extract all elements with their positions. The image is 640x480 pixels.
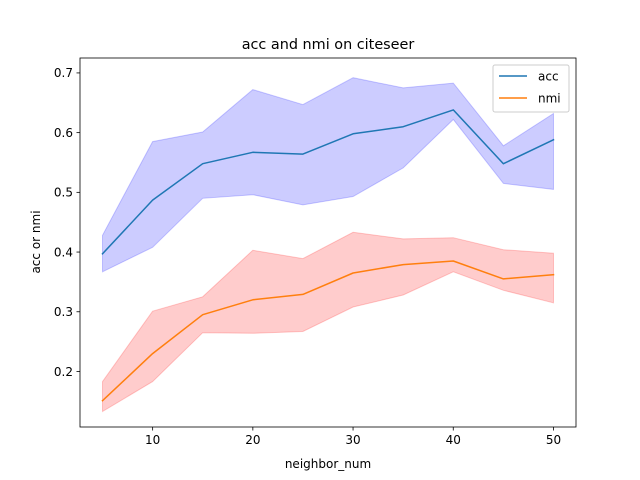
x-tick-label: 50	[546, 433, 561, 447]
x-axis-title: neighbor_num	[285, 457, 371, 471]
y-tick-label: 0.2	[54, 365, 73, 379]
y-tick-label: 0.3	[54, 305, 73, 319]
band-nmi	[102, 231, 554, 413]
legend: acc nmi	[492, 64, 570, 113]
x-tick-label: 40	[446, 433, 461, 447]
series-lines	[101, 109, 555, 402]
plot-frame	[79, 57, 577, 428]
y-tick-label: 0.6	[54, 126, 73, 140]
line-acc	[101, 109, 555, 255]
legend-label-nmi: nmi	[538, 91, 561, 105]
chart-title: acc and nmi on citeseer	[242, 37, 415, 53]
legend-label-acc: acc	[538, 69, 559, 83]
x-tick-label: 20	[245, 433, 260, 447]
line-nmi	[101, 260, 555, 402]
x-axis-ticks: 10 20 30 40 50	[145, 427, 561, 447]
y-axis-ticks: 0.2 0.3 0.4 0.5 0.6 0.7	[54, 66, 80, 379]
y-tick-label: 0.5	[54, 186, 73, 200]
band-acc	[102, 77, 554, 273]
confidence-bands	[102, 77, 554, 413]
x-tick-label: 30	[345, 433, 360, 447]
y-tick-label: 0.7	[54, 66, 73, 80]
x-tick-label: 10	[145, 433, 160, 447]
y-axis-title: acc or nmi	[29, 210, 43, 273]
y-tick-label: 0.4	[54, 245, 73, 259]
